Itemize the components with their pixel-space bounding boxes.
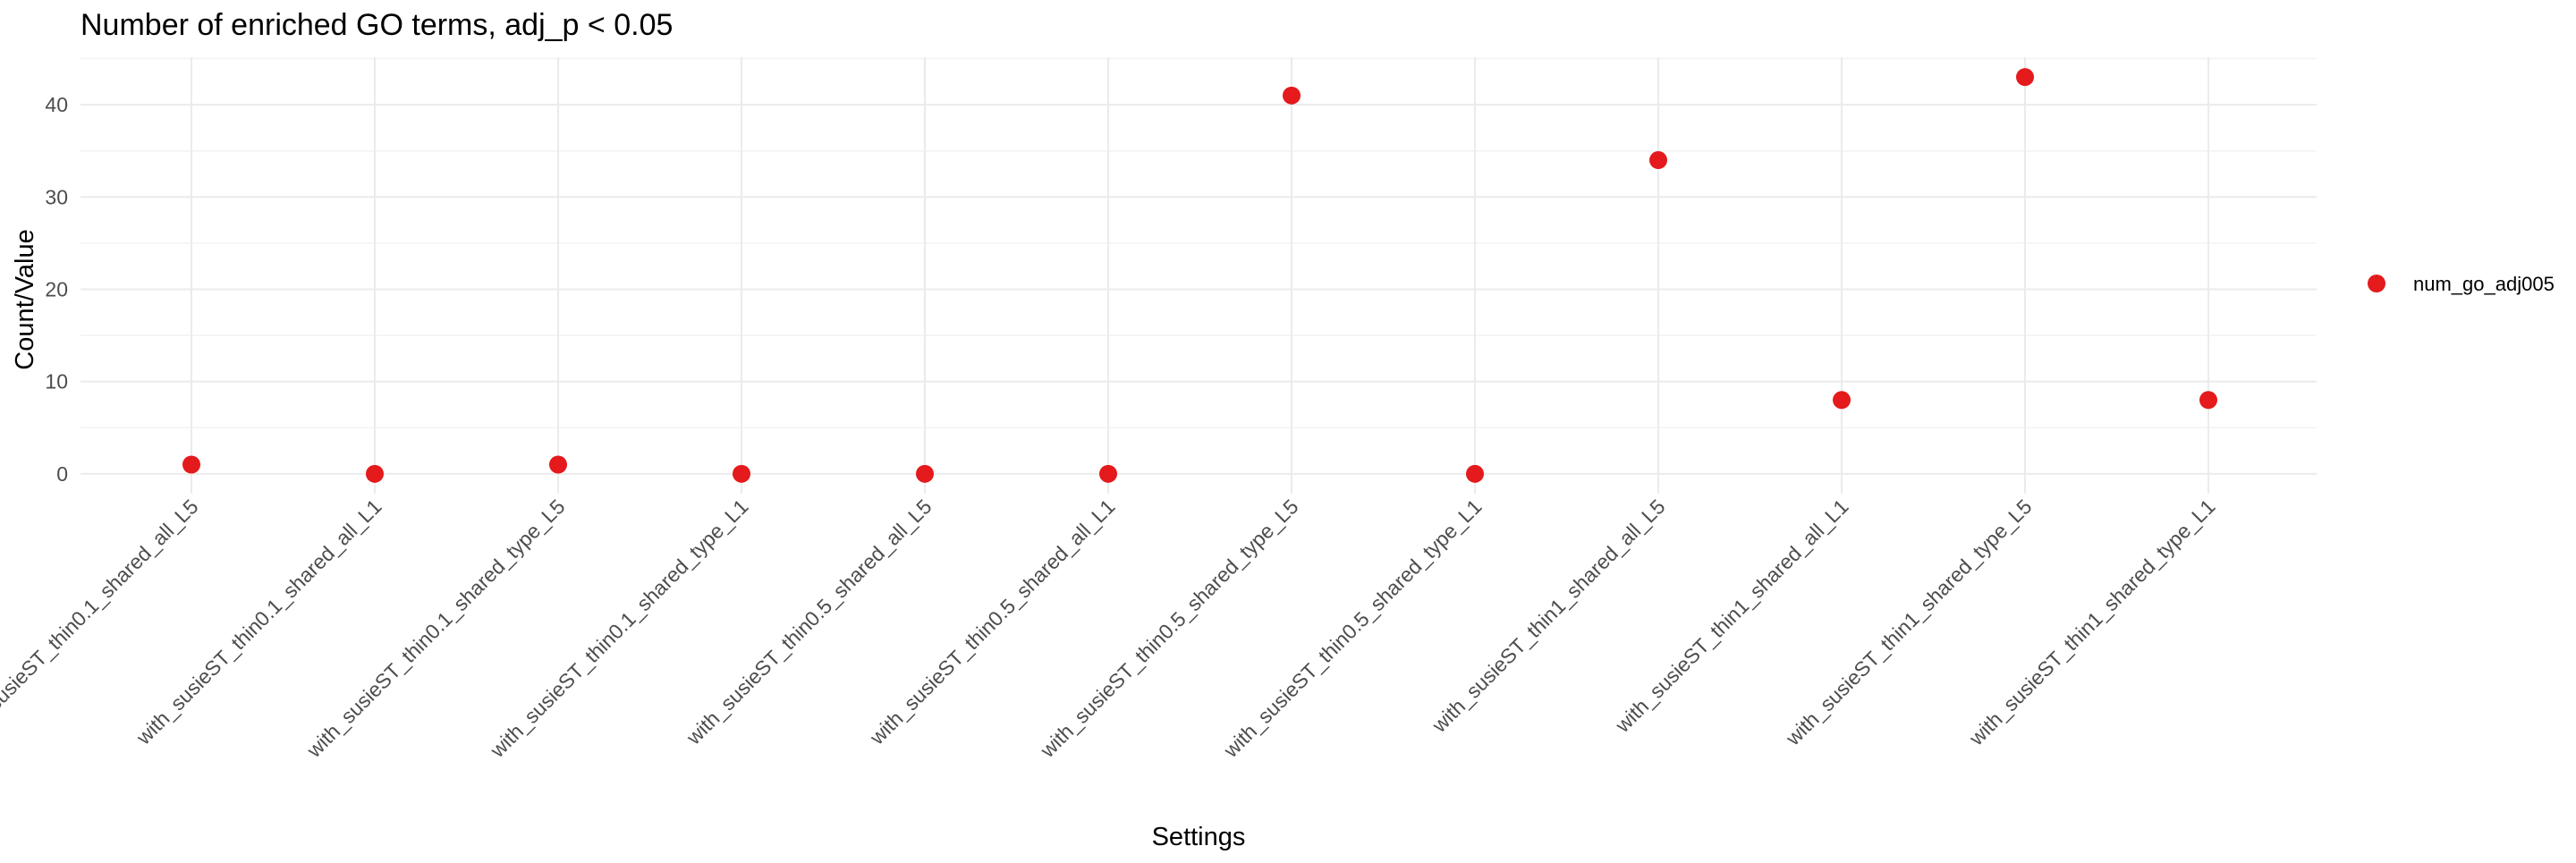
data-point-with-susiest-thin0-5-shared-all-l1 — [1099, 464, 1117, 483]
data-points — [182, 68, 2217, 483]
data-point-with-susiest-thin1-shared-type-l1 — [2199, 391, 2217, 410]
grid-lines — [80, 57, 2317, 494]
y-tick-label-40: 40 — [45, 93, 68, 116]
chart-title: Number of enriched GO terms, adj_p < 0.0… — [80, 8, 673, 42]
y-tick-label-0: 0 — [56, 462, 68, 486]
y-tick-label-10: 10 — [45, 370, 68, 393]
data-point-with-susiest-thin0-1-shared-type-l5 — [549, 455, 567, 474]
y-tick-label-20: 20 — [45, 277, 68, 300]
legend: num_go_adj005 — [2368, 273, 2555, 295]
data-point-with-susiest-thin1-shared-type-l5 — [2016, 68, 2034, 87]
legend-label-num-go-adj005: num_go_adj005 — [2413, 273, 2555, 295]
data-point-with-susiest-thin0-1-shared-type-l1 — [733, 464, 750, 483]
data-point-with-susiest-thin0-5-shared-type-l5 — [1283, 86, 1301, 105]
data-point-with-susiest-thin0-1-shared-all-l5 — [182, 455, 200, 474]
data-point-with-susiest-thin0-1-shared-all-l1 — [366, 464, 384, 483]
data-point-with-susiest-thin1-shared-all-l1 — [1833, 391, 1851, 410]
x-axis-ticks: with_susieST_thin0.1_shared_all_L5with_s… — [0, 495, 2220, 762]
y-axis-ticks: 0 10 20 30 40 — [45, 93, 68, 486]
x-axis-title: Settings — [1152, 823, 1246, 851]
data-point-with-susiest-thin0-5-shared-all-l5 — [916, 464, 934, 483]
data-point-with-susiest-thin1-shared-all-l5 — [1649, 151, 1667, 170]
y-axis-title: Count/Value — [11, 229, 39, 369]
y-tick-label-30: 30 — [45, 185, 68, 208]
legend-key-num-go-adj005 — [2368, 275, 2385, 292]
data-point-with-susiest-thin0-5-shared-type-l1 — [1466, 464, 1484, 483]
